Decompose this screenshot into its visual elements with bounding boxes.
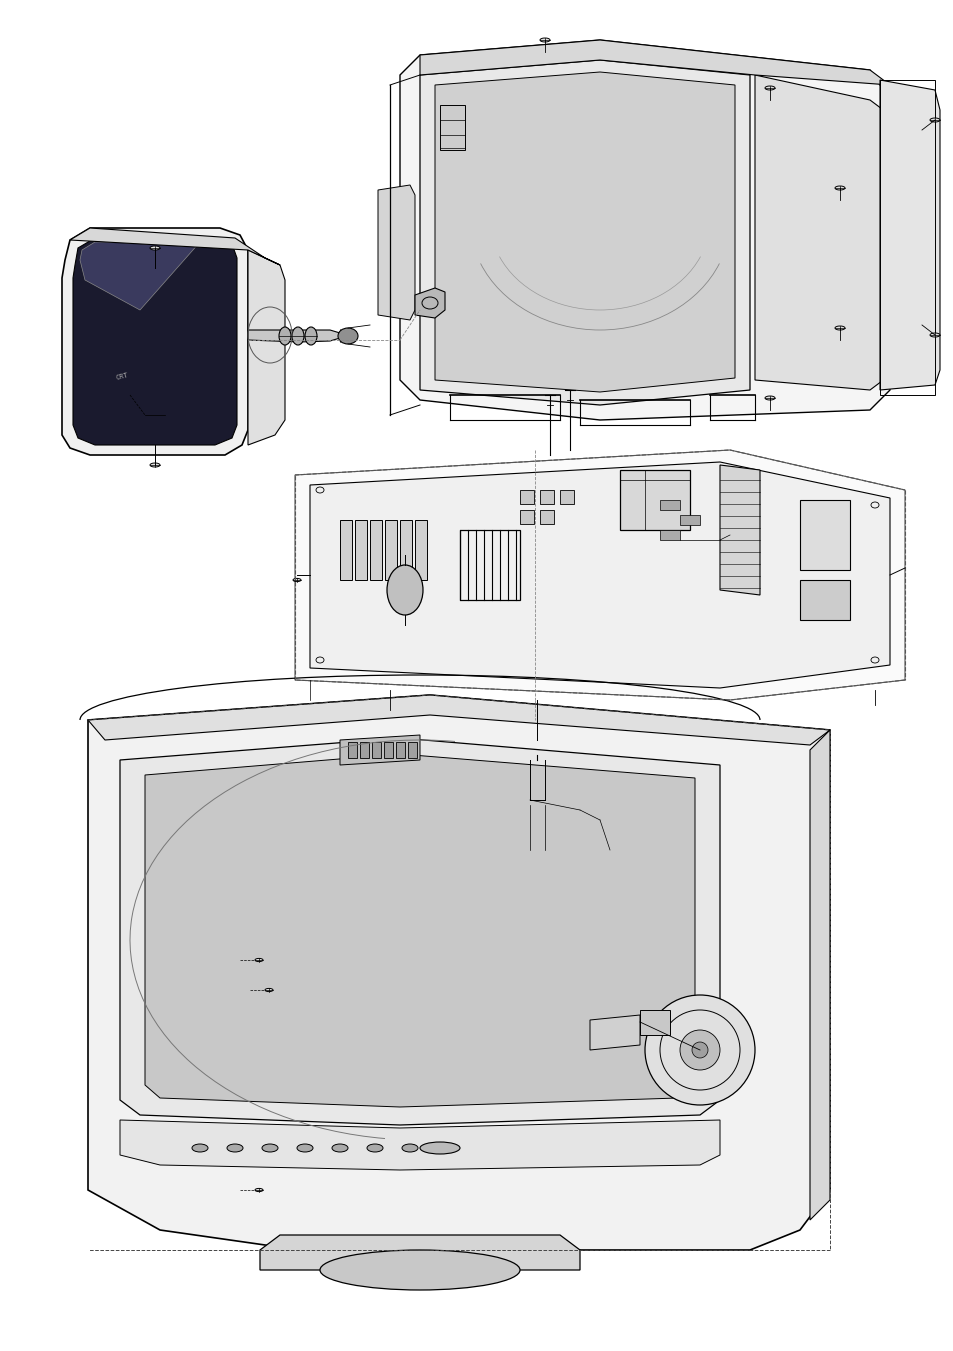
Bar — [800, 580, 849, 620]
Polygon shape — [809, 730, 829, 1220]
Polygon shape — [720, 465, 760, 594]
Ellipse shape — [419, 1142, 459, 1154]
Polygon shape — [73, 238, 236, 444]
Bar — [339, 520, 352, 580]
Bar — [639, 1011, 669, 1035]
Bar — [370, 520, 381, 580]
Ellipse shape — [929, 332, 939, 336]
Polygon shape — [339, 735, 419, 765]
Ellipse shape — [387, 565, 422, 615]
Ellipse shape — [764, 396, 774, 400]
Bar — [659, 500, 679, 509]
Ellipse shape — [292, 327, 304, 345]
Ellipse shape — [332, 1144, 348, 1152]
Ellipse shape — [691, 1042, 707, 1058]
Ellipse shape — [262, 1144, 277, 1152]
Bar — [679, 515, 700, 526]
Ellipse shape — [834, 186, 844, 190]
Bar — [348, 742, 356, 758]
Ellipse shape — [539, 38, 550, 42]
Ellipse shape — [227, 1144, 243, 1152]
Bar — [439, 105, 464, 150]
Polygon shape — [260, 1235, 579, 1270]
Bar — [372, 742, 380, 758]
Polygon shape — [62, 228, 248, 455]
Ellipse shape — [296, 1144, 313, 1152]
Ellipse shape — [254, 958, 263, 962]
Polygon shape — [70, 228, 280, 265]
Ellipse shape — [192, 1144, 208, 1152]
Bar — [384, 742, 393, 758]
Ellipse shape — [834, 326, 844, 330]
Bar — [659, 530, 679, 540]
Polygon shape — [88, 694, 829, 744]
Ellipse shape — [293, 578, 301, 581]
Polygon shape — [399, 41, 889, 420]
Polygon shape — [435, 72, 734, 392]
Polygon shape — [88, 694, 829, 1250]
Ellipse shape — [265, 989, 273, 992]
Ellipse shape — [278, 327, 291, 345]
Polygon shape — [879, 80, 939, 390]
Bar — [415, 520, 427, 580]
Polygon shape — [120, 1120, 720, 1170]
Bar — [359, 742, 369, 758]
Polygon shape — [419, 59, 749, 405]
Polygon shape — [145, 754, 695, 1106]
Ellipse shape — [305, 327, 316, 345]
Ellipse shape — [319, 1250, 519, 1290]
Polygon shape — [80, 242, 200, 309]
Polygon shape — [419, 41, 889, 85]
Polygon shape — [589, 1015, 639, 1050]
Ellipse shape — [150, 463, 160, 467]
Ellipse shape — [764, 86, 774, 91]
Ellipse shape — [401, 1144, 417, 1152]
Bar — [519, 509, 534, 524]
Bar — [619, 470, 689, 530]
Ellipse shape — [679, 1029, 720, 1070]
Bar — [385, 520, 396, 580]
Bar — [355, 520, 367, 580]
Ellipse shape — [337, 328, 357, 345]
Polygon shape — [310, 462, 889, 688]
Ellipse shape — [929, 118, 939, 122]
Bar — [800, 500, 849, 570]
Ellipse shape — [254, 1189, 263, 1192]
Polygon shape — [248, 330, 339, 342]
Ellipse shape — [644, 994, 754, 1105]
Ellipse shape — [367, 1144, 382, 1152]
Bar — [559, 490, 574, 504]
Bar — [408, 742, 416, 758]
Bar — [395, 742, 405, 758]
Polygon shape — [120, 738, 720, 1125]
Bar — [879, 80, 934, 394]
Bar — [519, 490, 534, 504]
Bar — [539, 509, 554, 524]
Bar — [459, 530, 519, 600]
Polygon shape — [248, 250, 285, 444]
Polygon shape — [415, 288, 444, 317]
Text: CRT: CRT — [115, 372, 129, 381]
Polygon shape — [754, 76, 889, 390]
Ellipse shape — [150, 246, 160, 250]
Bar — [399, 520, 412, 580]
Polygon shape — [377, 185, 415, 320]
Bar — [539, 490, 554, 504]
Polygon shape — [294, 450, 904, 700]
